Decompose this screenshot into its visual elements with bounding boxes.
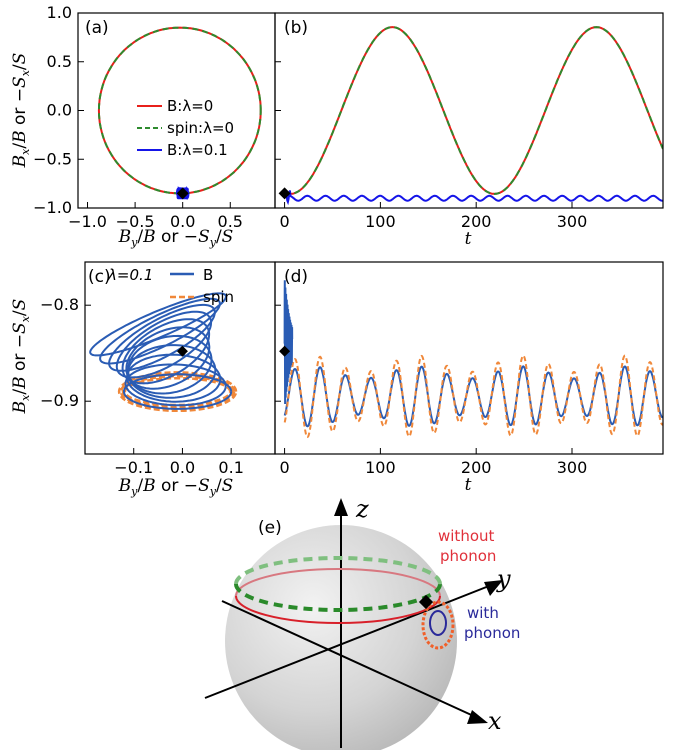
c-ytick-label: −0.8 [40, 295, 79, 314]
initial-point-marker [176, 345, 188, 357]
legend-label-b-lambda-0: B:λ=0 [167, 97, 213, 115]
panel-c-lambda-annotation: λ=0.1 [107, 266, 153, 284]
c-ytick-label: −0.9 [40, 391, 79, 410]
initial-point-marker [176, 187, 189, 200]
panel-b-plot [278, 26, 663, 206]
initial-point-marker [279, 345, 291, 357]
a-ytick-label: −0.5 [33, 149, 72, 168]
panel-c-xlabel: By/B or −Sy/S [118, 476, 234, 498]
a-xtick-label: 0.5 [218, 212, 243, 231]
panel-b-xlabel: t [465, 229, 472, 249]
series-b-lambda-0 [284, 26, 663, 195]
x-axis-label: x [488, 707, 502, 735]
b-xtick-label: 300 [557, 212, 588, 231]
panel-d-label: (d) [284, 267, 308, 287]
annotation-without-phonon: phonon [440, 547, 496, 565]
legend-label-b: B [203, 266, 213, 284]
b-xtick-label: 0 [279, 212, 289, 231]
z-axis-label: z [355, 495, 369, 523]
legend-label-b-lambda-0-1: B:λ=0.1 [167, 141, 228, 159]
b-xtick-label: 100 [365, 212, 396, 231]
red-orbit-back [235, 568, 441, 597]
y-axis-label: y [496, 565, 511, 593]
b-orbit-with-phonon [429, 610, 447, 636]
panel-a-xlabel: By/B or −Sy/S [118, 227, 234, 249]
z-axis-arrowhead [334, 498, 348, 516]
a-ytick-label: −1.0 [33, 198, 72, 217]
panel-a-label: (a) [85, 18, 109, 38]
red-orbit-front [235, 595, 441, 624]
panel-e-label: (e) [258, 518, 282, 538]
panel-d-xlabel: t [465, 475, 472, 495]
spin-orbit-with-phonon [421, 600, 455, 650]
panel-a-legend: B:λ=0 spin:λ=0 B:λ=0.1 [137, 97, 234, 159]
legend-label-spin: spin [203, 288, 234, 306]
series-b-loop [121, 318, 211, 385]
series-b-loop [123, 373, 233, 410]
a-xtick-label: −0.5 [116, 212, 155, 231]
b-xtick-label: 200 [461, 212, 492, 231]
series-b-loop [124, 363, 227, 407]
x-axis [221, 600, 479, 719]
annotation-with: with [467, 604, 499, 622]
y-axis [204, 583, 495, 699]
c-xtick-label: −0.1 [114, 458, 153, 477]
panel-c-legend: B spin [170, 266, 234, 306]
annotation-without: without [438, 527, 495, 545]
panel-c-ylabel: Bx/B or −Sx/S [10, 299, 32, 415]
legend-label-spin-lambda-0: spin:λ=0 [167, 119, 234, 137]
panel-d: 0 100 200 300 (d) t [274, 261, 664, 495]
a-ytick-label: 0.5 [47, 52, 72, 71]
panel-b-frame [274, 12, 664, 209]
a-ytick-label: 0.0 [47, 101, 72, 120]
panel-b: 0 100 200 300 (b) t [274, 12, 664, 249]
c-xtick-label: 0.0 [170, 458, 195, 477]
series-b-lambda-0-1 [283, 189, 663, 206]
panel-c-frame [84, 261, 276, 455]
series-b-loop [89, 292, 227, 357]
d-xtick-label: 100 [365, 458, 396, 477]
series-b-loop [127, 344, 217, 399]
panel-a-plot [97, 26, 262, 200]
a-xtick-label: −1.0 [68, 212, 107, 231]
green-orbit-back [234, 556, 442, 585]
x-axis-arrowhead [467, 710, 488, 724]
series-b-loop [126, 353, 222, 403]
annotation-with-phonon: phonon [464, 624, 520, 642]
a-xtick-label: 0.0 [170, 212, 195, 231]
panel-e: (e) z y x without phonon with phonon [204, 495, 520, 750]
series-b-spike [283, 280, 294, 405]
series-spin-loop [117, 371, 238, 413]
a-ytick-label: 1.0 [47, 3, 72, 22]
y-axis-arrowhead [484, 580, 503, 596]
panel-d-plot [279, 280, 663, 439]
series-spin-lambda-0 [284, 26, 663, 195]
panel-c-label: (c) [88, 267, 111, 287]
panel-a-ylabel: Bx/B or −Sx/S [10, 53, 32, 169]
series-b-loop [127, 334, 213, 395]
series-b [283, 365, 663, 428]
panel-a: −1.0 −0.5 0.0 0.5 1.0 0.5 0.0 −0.5 −1.0 (a) By/B… [10, 3, 276, 249]
series-b-loop [125, 326, 211, 390]
d-xtick-label: 0 [279, 458, 289, 477]
series-b-lambda-0 [97, 26, 262, 195]
panel-c: −0.1 0.0 0.1 −0.8 −0.9 (c) λ=0.1 B spin By/B… [10, 261, 276, 498]
panel-b-label: (b) [284, 18, 308, 38]
d-xtick-label: 300 [557, 458, 588, 477]
green-orbit-front [234, 583, 442, 612]
series-b-loop [115, 310, 213, 379]
c-xtick-label: 0.1 [218, 458, 243, 477]
panel-c-plot [89, 292, 238, 413]
initial-point-marker [278, 187, 291, 200]
d-xtick-label: 200 [461, 458, 492, 477]
initial-state-marker [418, 594, 434, 610]
panel-d-frame [274, 261, 664, 455]
